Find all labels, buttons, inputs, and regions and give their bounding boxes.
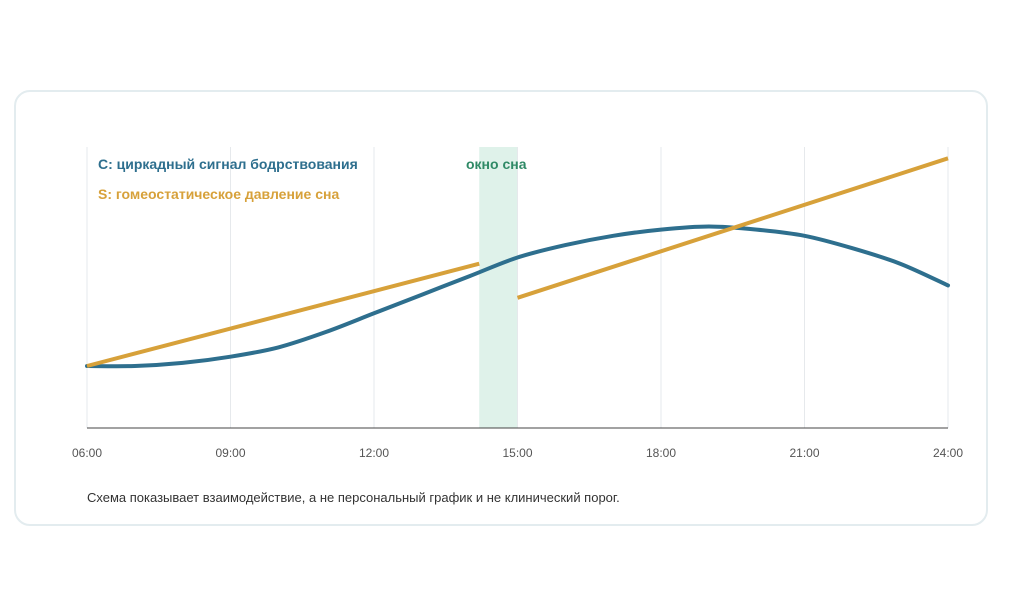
x-tick-label: 12:00 xyxy=(359,446,389,460)
series-line-circadian xyxy=(85,224,950,369)
x-tick-label: 15:00 xyxy=(502,446,532,460)
x-tick-label: 06:00 xyxy=(72,446,102,460)
legend-circadian: C: циркадный сигнал бодрствования xyxy=(98,156,358,172)
sleep-window-label: окно сна xyxy=(466,156,527,172)
x-tick-label: 18:00 xyxy=(646,446,676,460)
sleep-window-band xyxy=(479,147,518,428)
chart-caption: Схема показывает взаимодействие, а не пе… xyxy=(87,490,620,505)
series-line-homeostatic-segment-1 xyxy=(86,261,480,368)
x-tick-label: 09:00 xyxy=(215,446,245,460)
x-tick-label: 24:00 xyxy=(933,446,963,460)
x-tick-label: 21:00 xyxy=(789,446,819,460)
legend-homeostatic: S: гомеостатическое давление сна xyxy=(98,186,340,202)
series-line-homeostatic-segment-2 xyxy=(516,156,949,300)
